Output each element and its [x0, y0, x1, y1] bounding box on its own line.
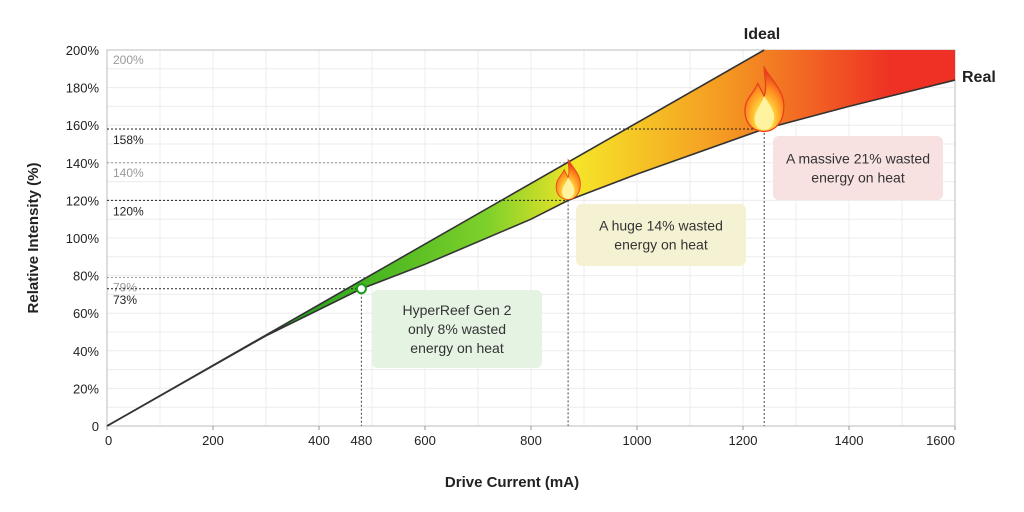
y-tick-label: 200% [66, 43, 100, 58]
markers [355, 65, 785, 295]
reference-label: 79% [113, 280, 137, 294]
reference-label: 158% [113, 133, 144, 147]
y-tick-label: 80% [73, 269, 99, 284]
x-tick-label: 1200 [729, 433, 758, 448]
wasted-energy-area [266, 50, 955, 336]
flame-inner [754, 96, 775, 130]
vertical-markers [360, 128, 765, 426]
x-tick-label: 600 [414, 433, 436, 448]
x-ticks: 0 200 400 600 800 1000 1200 1400 1600 480 [105, 426, 956, 448]
x-tick-label: 0 [105, 433, 112, 448]
y-tick-label: 120% [66, 193, 100, 208]
x-tick-label: 800 [520, 433, 542, 448]
y-ticks: 0 20% 40% 60% 80% 100% 120% 140% 160% 180% 200% [66, 43, 100, 434]
callout-box-huge [576, 204, 746, 266]
flame-icon [744, 65, 785, 133]
reference-label: 200% [113, 53, 144, 67]
x-tick-label: 1600 [926, 433, 955, 448]
callout-box-gen2 [372, 290, 542, 368]
y-tick-label: 20% [73, 381, 99, 396]
flame-inner [562, 177, 575, 199]
y-tick-label: 60% [73, 306, 99, 321]
y-tick-label: 140% [66, 156, 100, 171]
marker-circle [355, 283, 367, 295]
x-axis-title: Drive Current (mA) [445, 474, 579, 491]
reference-label: 140% [113, 166, 144, 180]
x-tick-label: 1400 [835, 433, 864, 448]
x-tick-label: 200 [202, 433, 224, 448]
reference-label: 73% [113, 293, 137, 307]
y-tick-label: 100% [66, 231, 100, 246]
callout-text-massive: energy on heat [811, 170, 905, 186]
callout-text-gen2: energy on heat [410, 340, 504, 356]
reference-lines: 200% 158% 140% 120% 79%73% [107, 53, 765, 307]
callout-text-gen2: HyperReef Gen 2 [403, 302, 512, 318]
series-label-ideal: Ideal [744, 26, 780, 43]
series-label-real: Real [962, 69, 996, 86]
callout-text-huge: energy on heat [614, 237, 708, 253]
y-tick-label: 0 [92, 419, 99, 434]
x-tick-label: 400 [308, 433, 330, 448]
x-tick-label-highlight: 480 [351, 433, 373, 448]
callouts: HyperReef Gen 2 only 8% wasted energy on h… [372, 136, 943, 368]
flame-icon [555, 158, 581, 201]
callout-text-huge: A huge 14% wasted [599, 218, 723, 234]
callout-text-massive: A massive 21% wasted [786, 151, 930, 167]
x-tick-label: 1000 [623, 433, 652, 448]
y-axis-title: Relative Intensity (%) [25, 163, 42, 314]
y-tick-label: 180% [66, 81, 100, 96]
callout-text-gen2: only 8% wasted [408, 321, 506, 337]
series-real-line [106, 79, 956, 427]
y-tick-label: 160% [66, 118, 100, 133]
callout-box-massive [773, 136, 943, 200]
y-tick-label: 40% [73, 344, 99, 359]
reference-label: 120% [113, 204, 144, 218]
